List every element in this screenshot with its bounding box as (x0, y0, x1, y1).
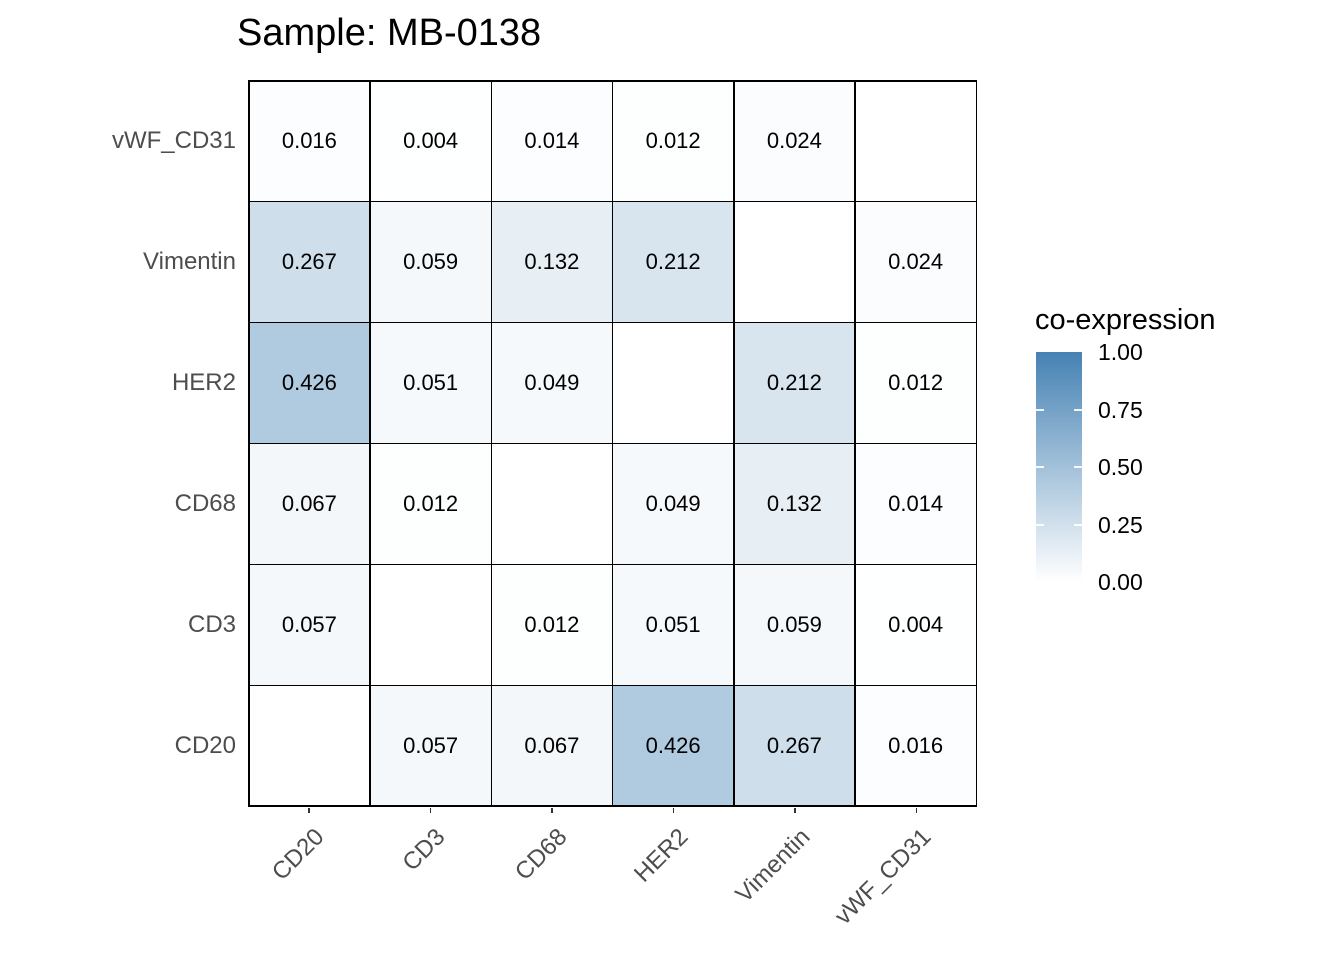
cell-value: 0.014 (888, 490, 944, 516)
legend-tick-label: 0.50 (1098, 454, 1143, 480)
x-axis-tick (429, 807, 431, 813)
heatmap-cell: 0.016 (249, 81, 370, 201)
x-axis-label: Vimentin (730, 823, 816, 909)
heatmap-cell: 0.132 (492, 202, 612, 322)
cell-value: 0.024 (888, 249, 944, 275)
heatmap-cell: 0.067 (249, 444, 370, 564)
x-axis-label: vWF_CD31 (829, 823, 937, 931)
y-axis-label: CD20 (174, 732, 236, 760)
heatmap-cell: 0.016 (855, 686, 976, 806)
cell-value: 0.016 (888, 732, 944, 758)
legend-bar-tick (1074, 523, 1082, 526)
cell-value: 0.012 (645, 128, 701, 154)
y-axis-label: Vimentin (143, 247, 236, 275)
heatmap-cell: 0.051 (613, 565, 733, 685)
legend-tick-label: 1.00 (1098, 339, 1143, 365)
cell-value: 0.059 (403, 249, 459, 275)
heatmap-cell: 0.024 (734, 81, 855, 201)
heatmap-cell: 0.012 (492, 565, 612, 685)
cell-value: 0.132 (524, 249, 580, 275)
y-axis-label: CD68 (174, 490, 236, 518)
heatmap-cell: 0.051 (370, 323, 491, 443)
cell-value: 0.051 (645, 611, 701, 637)
cell-value: 0.014 (524, 128, 580, 154)
heatmap-cell: 0.014 (492, 81, 612, 201)
cell-value: 0.004 (888, 611, 944, 637)
heatmap-cell: 0.049 (492, 323, 612, 443)
heatmap-cell: 0.057 (370, 686, 491, 806)
heatmap-cell: 0.014 (855, 444, 976, 564)
legend-bar-tick (1074, 408, 1082, 411)
cell-value: 0.049 (645, 490, 701, 516)
heatmap-cell: 0.267 (249, 202, 370, 322)
x-axis-tick (308, 807, 310, 813)
y-axis-label: HER2 (171, 368, 236, 396)
heatmap-cell: 0.212 (734, 323, 855, 443)
legend-bar-tick (1074, 466, 1082, 468)
heatmap-cell: 0.426 (613, 686, 733, 806)
heatmap-cell: 0.049 (613, 444, 733, 564)
legend-bar-tick (1036, 408, 1044, 411)
cell-value: 0.012 (524, 611, 580, 637)
y-axis-label: vWF_CD31 (111, 126, 236, 154)
x-axis-label: HER2 (629, 823, 694, 888)
x-axis-tick (794, 807, 796, 813)
cell-value: 0.016 (281, 128, 337, 154)
heatmap-cell (613, 323, 733, 443)
heatmap-cell: 0.426 (249, 323, 370, 443)
heatmap-cell: 0.024 (855, 202, 976, 322)
legend-title: co-expression (1035, 304, 1216, 336)
heatmap-cell (370, 565, 491, 685)
cell-value: 0.212 (645, 249, 701, 275)
legend-bar-tick (1036, 466, 1044, 468)
legend-tick-label: 0.25 (1098, 511, 1143, 538)
heatmap-cell: 0.057 (249, 565, 370, 685)
x-axis-tick (551, 807, 553, 813)
heatmap-grid: 0.016 0.004 0.014 0.012 0.024 0.267 0.059 0.132… (248, 80, 977, 807)
heatmap-cell: 0.212 (613, 202, 733, 322)
cell-value: 0.267 (766, 732, 822, 758)
heatmap-cell: 0.012 (370, 444, 491, 564)
cell-value: 0.267 (281, 249, 337, 275)
x-axis-label: CD3 (397, 823, 451, 877)
heatmap-cell (734, 202, 855, 322)
legend-bar-tick (1036, 523, 1044, 526)
cell-value: 0.057 (281, 611, 337, 637)
cell-value: 0.067 (524, 732, 580, 758)
cell-value: 0.067 (281, 490, 337, 516)
cell-value: 0.059 (766, 611, 822, 637)
cell-value: 0.426 (281, 370, 337, 396)
heatmap-cell: 0.012 (613, 81, 733, 201)
heatmap-cell: 0.004 (855, 565, 976, 685)
heatmap-cell: 0.004 (370, 81, 491, 201)
cell-value: 0.212 (766, 370, 822, 396)
cell-value: 0.057 (403, 732, 459, 758)
cell-value: 0.426 (645, 732, 701, 758)
x-axis-label: CD20 (266, 823, 330, 886)
heatmap-cell: 0.132 (734, 444, 855, 564)
cell-value: 0.012 (888, 370, 944, 396)
heatmap-cell: 0.067 (492, 686, 612, 806)
cell-value: 0.004 (403, 128, 459, 154)
cell-value: 0.049 (524, 370, 580, 396)
x-axis-tick (915, 807, 917, 813)
heatmap-cell: 0.012 (855, 323, 976, 443)
heatmap-cell: 0.267 (734, 686, 855, 806)
legend-tick-label: 0.00 (1098, 569, 1143, 595)
plot-title: Sample: MB-0138 (237, 12, 542, 54)
heatmap-cell: 0.059 (370, 202, 491, 322)
y-axis-label: CD3 (187, 611, 236, 639)
x-axis-label: CD68 (509, 823, 573, 886)
cell-value: 0.132 (766, 490, 822, 516)
cell-value: 0.051 (403, 370, 459, 396)
heatmap-cell: 0.059 (734, 565, 855, 685)
legend-tick-label: 0.75 (1098, 396, 1143, 423)
x-axis-tick (672, 807, 674, 813)
heatmap-cell (492, 444, 612, 564)
heatmap-cell (249, 686, 370, 806)
cell-value: 0.024 (766, 128, 822, 154)
heatmap-cell (855, 81, 976, 201)
cell-value: 0.012 (403, 490, 459, 516)
